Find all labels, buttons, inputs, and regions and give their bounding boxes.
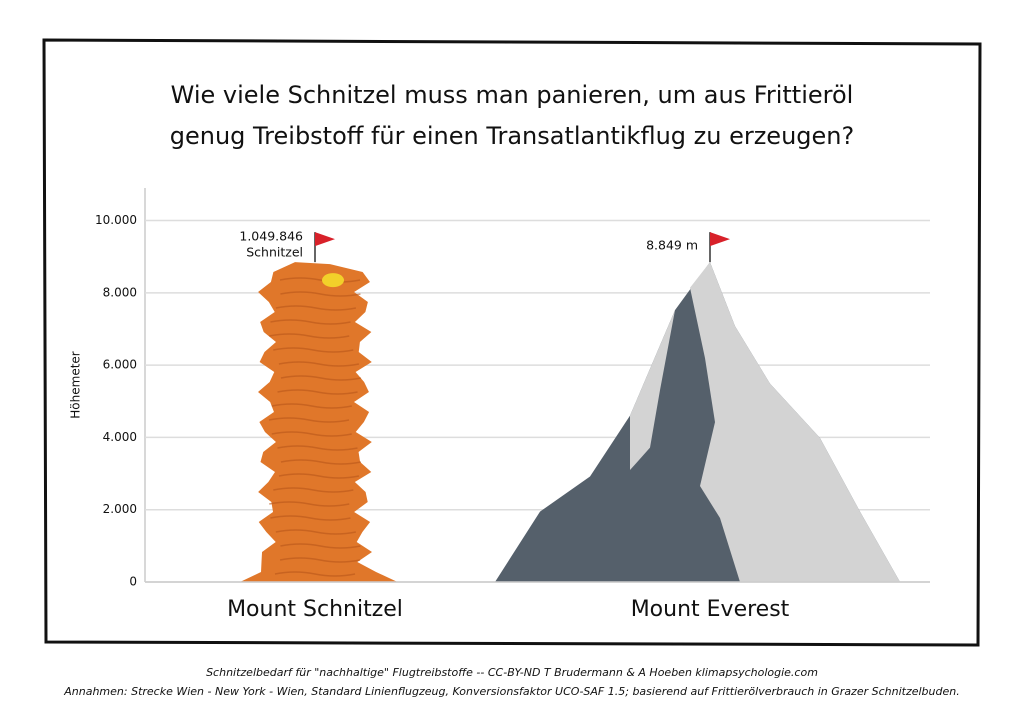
x-tick-label: Mount Schnitzel — [227, 597, 403, 622]
schnitzel-texture — [269, 333, 350, 339]
peak-label: 8.849 m — [646, 238, 698, 253]
y-tick-label: 6.000 — [103, 358, 137, 372]
schnitzel-texture — [280, 291, 361, 297]
schnitzel-texture — [274, 571, 356, 577]
schnitzel-texture — [273, 347, 354, 353]
x-tick-label: Mount Everest — [631, 597, 790, 622]
mountain-snow — [630, 310, 675, 471]
peak-label: Schnitzel — [246, 245, 303, 260]
schnitzel-texture — [278, 361, 360, 367]
footnote: Annahmen: Strecke Wien - New York - Wien… — [63, 685, 959, 698]
schnitzel-texture — [271, 403, 352, 409]
schnitzel-texture — [278, 473, 360, 479]
y-axis-label: Höhemeter — [69, 351, 83, 419]
schnitzel-texture — [269, 501, 350, 507]
schnitzel-texture — [275, 529, 356, 535]
schnitzel-texture — [268, 417, 350, 423]
frame — [42, 38, 982, 647]
title-line: genug Treibstoff für einen Transatlantik… — [170, 122, 854, 150]
schnitzel-texture — [277, 445, 358, 451]
schnitzel-texture — [279, 557, 361, 563]
footnote: Schnitzelbedarf für "nachhaltige" Flugtr… — [206, 666, 818, 679]
schnitzel-texture — [280, 459, 362, 465]
schnitzel-texture — [270, 515, 351, 521]
schnitzel-texture — [280, 543, 361, 549]
schnitzel-texture — [279, 277, 361, 283]
y-tick-label: 0 — [129, 575, 137, 589]
y-tick-label: 10.000 — [95, 213, 137, 227]
schnitzel-texture — [275, 305, 357, 311]
flag — [315, 232, 335, 247]
flag — [710, 232, 730, 247]
schnitzel-texture — [271, 431, 352, 437]
schnitzel-texture — [277, 389, 358, 395]
y-tick-label: 2.000 — [103, 502, 137, 516]
schnitzel-texture — [280, 375, 362, 381]
y-tick-label: 4.000 — [103, 430, 137, 444]
lemon — [322, 273, 344, 288]
title-line: Wie viele Schnitzel muss man panieren, u… — [171, 81, 854, 109]
peak-label: 1.049.846 — [239, 229, 303, 244]
schnitzel-texture — [270, 319, 351, 325]
y-tick-label: 8.000 — [103, 285, 137, 299]
mountain-snow — [690, 262, 900, 582]
schnitzel-texture — [273, 487, 354, 493]
